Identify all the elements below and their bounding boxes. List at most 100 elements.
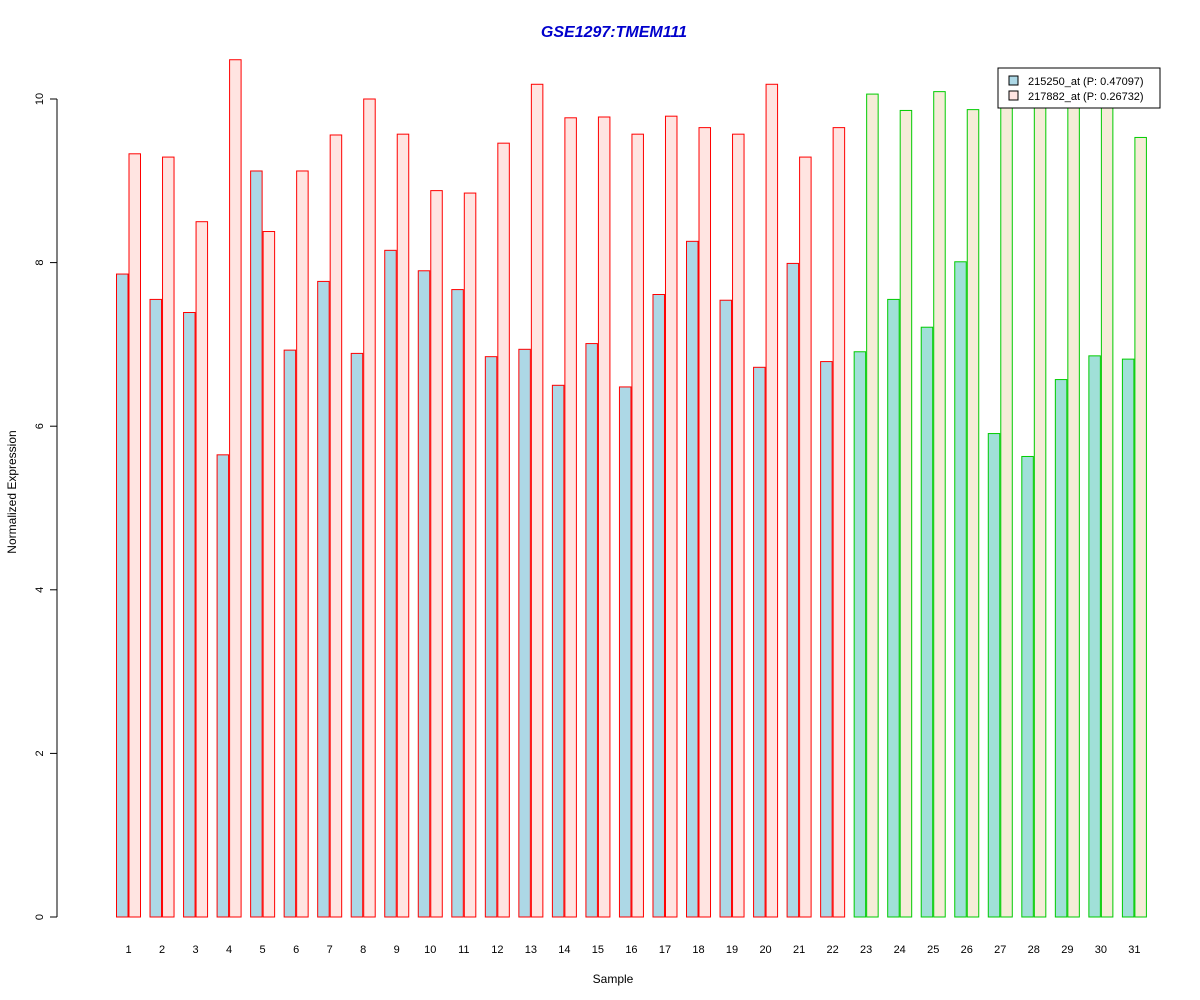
bar-sample-27-series-2 xyxy=(1000,104,1013,918)
bar-sample-24-series-2 xyxy=(899,109,913,918)
bar-sample-29-series-2 xyxy=(1067,106,1080,918)
x-tick-label: 8 xyxy=(360,944,366,956)
bar-sample-15-series-2 xyxy=(597,116,611,918)
bar-sample-1-series-1 xyxy=(116,273,129,918)
x-tick-label: 17 xyxy=(659,944,671,956)
x-tick-label: 21 xyxy=(793,944,805,956)
legend: 215250_at (P: 0.47097) 217882_at (P: 0.2… xyxy=(997,67,1161,109)
x-tick-label: 31 xyxy=(1128,944,1140,956)
bar-sample-4-series-1 xyxy=(216,454,230,918)
bar-sample-7-series-2 xyxy=(329,134,343,918)
x-tick-label: 10 xyxy=(424,944,436,956)
x-tick-label: 29 xyxy=(1061,944,1073,956)
bar-sample-6-series-1 xyxy=(283,349,297,918)
bar-sample-13-series-2 xyxy=(530,83,544,918)
bar-sample-29-series-1 xyxy=(1054,379,1068,918)
x-tick-label: 11 xyxy=(458,944,469,956)
bar-sample-28-series-1 xyxy=(1021,455,1034,918)
bar-sample-20-series-2 xyxy=(765,83,779,918)
bar-sample-7-series-1 xyxy=(317,280,330,918)
y-tick-label: 6 xyxy=(34,423,46,429)
x-tick-label: 15 xyxy=(592,944,604,956)
bar-sample-31-series-2 xyxy=(1134,136,1147,918)
bar-sample-28-series-2 xyxy=(1033,106,1047,918)
chart-title: GSE1297:TMEM111 xyxy=(541,24,687,41)
bar-sample-19-series-2 xyxy=(732,133,745,918)
bar-sample-16-series-1 xyxy=(618,386,632,918)
bar-sample-15-series-1 xyxy=(585,343,598,918)
bar-sample-19-series-1 xyxy=(719,299,733,918)
x-tick-label: 16 xyxy=(625,944,637,956)
y-tick-label: 0 xyxy=(34,914,46,920)
bar-sample-11-series-1 xyxy=(451,289,464,918)
y-axis: 0 2 4 6 8 10 xyxy=(34,93,58,920)
bars xyxy=(116,59,1147,918)
bar-sample-18-series-2 xyxy=(698,127,712,918)
x-tick-label: 3 xyxy=(192,944,198,956)
bar-sample-3-series-1 xyxy=(183,312,196,918)
bar-sample-4-series-2 xyxy=(229,59,242,918)
bar-sample-22-series-2 xyxy=(832,127,846,918)
legend-label-217882: 217882_at (P: 0.26732) xyxy=(1028,91,1144,103)
bar-sample-23-series-1 xyxy=(853,351,867,918)
bar-sample-2-series-2 xyxy=(162,156,175,918)
x-tick-label: 28 xyxy=(1028,944,1040,956)
bar-sample-6-series-2 xyxy=(296,170,309,918)
y-tick-label: 10 xyxy=(34,93,46,105)
legend-box xyxy=(997,67,1161,109)
bar-sample-25-series-2 xyxy=(933,91,946,918)
bar-sample-2-series-1 xyxy=(149,298,163,918)
bar-sample-10-series-1 xyxy=(417,270,431,918)
legend-swatch-217882 xyxy=(1008,90,1019,101)
bar-sample-14-series-1 xyxy=(551,384,565,918)
bar-sample-3-series-2 xyxy=(195,221,209,918)
bar-sample-22-series-1 xyxy=(820,361,833,918)
bar-sample-1-series-2 xyxy=(128,153,141,918)
y-tick-label: 2 xyxy=(34,750,46,756)
x-tick-label: 24 xyxy=(894,944,906,956)
bar-sample-31-series-1 xyxy=(1121,358,1135,918)
x-tick-label: 22 xyxy=(827,944,839,956)
bar-sample-21-series-1 xyxy=(786,262,800,918)
bar-sample-5-series-2 xyxy=(262,231,276,918)
x-tick-label: 12 xyxy=(491,944,503,956)
y-tick-label: 8 xyxy=(34,260,46,266)
x-tick-label: 9 xyxy=(394,944,400,956)
bar-sample-30-series-1 xyxy=(1088,355,1101,918)
x-tick-label: 6 xyxy=(293,944,299,956)
x-tick-label: 19 xyxy=(726,944,738,956)
bar-sample-12-series-2 xyxy=(497,142,510,918)
legend-label-215250: 215250_at (P: 0.47097) xyxy=(1028,76,1144,88)
bar-sample-10-series-2 xyxy=(430,190,443,918)
bar-sample-8-series-1 xyxy=(350,352,364,918)
bar-sample-26-series-2 xyxy=(966,109,980,918)
x-axis-title: Sample xyxy=(593,972,634,986)
bar-sample-18-series-1 xyxy=(686,240,699,918)
x-tick-label: 26 xyxy=(961,944,973,956)
bar-sample-16-series-2 xyxy=(631,133,644,918)
bar-sample-11-series-2 xyxy=(463,192,477,918)
x-tick-label: 30 xyxy=(1095,944,1107,956)
x-tick-label: 13 xyxy=(525,944,537,956)
bar-sample-8-series-2 xyxy=(363,98,376,918)
bar-sample-14-series-2 xyxy=(564,117,577,918)
bar-sample-13-series-1 xyxy=(518,348,531,918)
x-tick-label: 2 xyxy=(159,944,165,956)
bar-sample-30-series-2 xyxy=(1100,106,1114,918)
y-tick-label: 4 xyxy=(34,587,46,593)
x-tick-label: 25 xyxy=(927,944,939,956)
bar-sample-26-series-1 xyxy=(954,261,967,918)
bar-sample-21-series-2 xyxy=(799,156,812,918)
bar-sample-24-series-1 xyxy=(887,298,900,918)
bar-sample-25-series-1 xyxy=(920,326,934,918)
legend-swatch-215250 xyxy=(1008,75,1019,86)
bar-sample-23-series-2 xyxy=(866,93,879,918)
x-tick-label: 20 xyxy=(759,944,771,956)
bar-sample-12-series-1 xyxy=(484,356,498,918)
x-tick-label: 23 xyxy=(860,944,872,956)
x-tick-label: 5 xyxy=(260,944,266,956)
bar-sample-9-series-1 xyxy=(384,249,397,918)
x-tick-label: 18 xyxy=(692,944,704,956)
bar-sample-9-series-2 xyxy=(396,133,410,918)
